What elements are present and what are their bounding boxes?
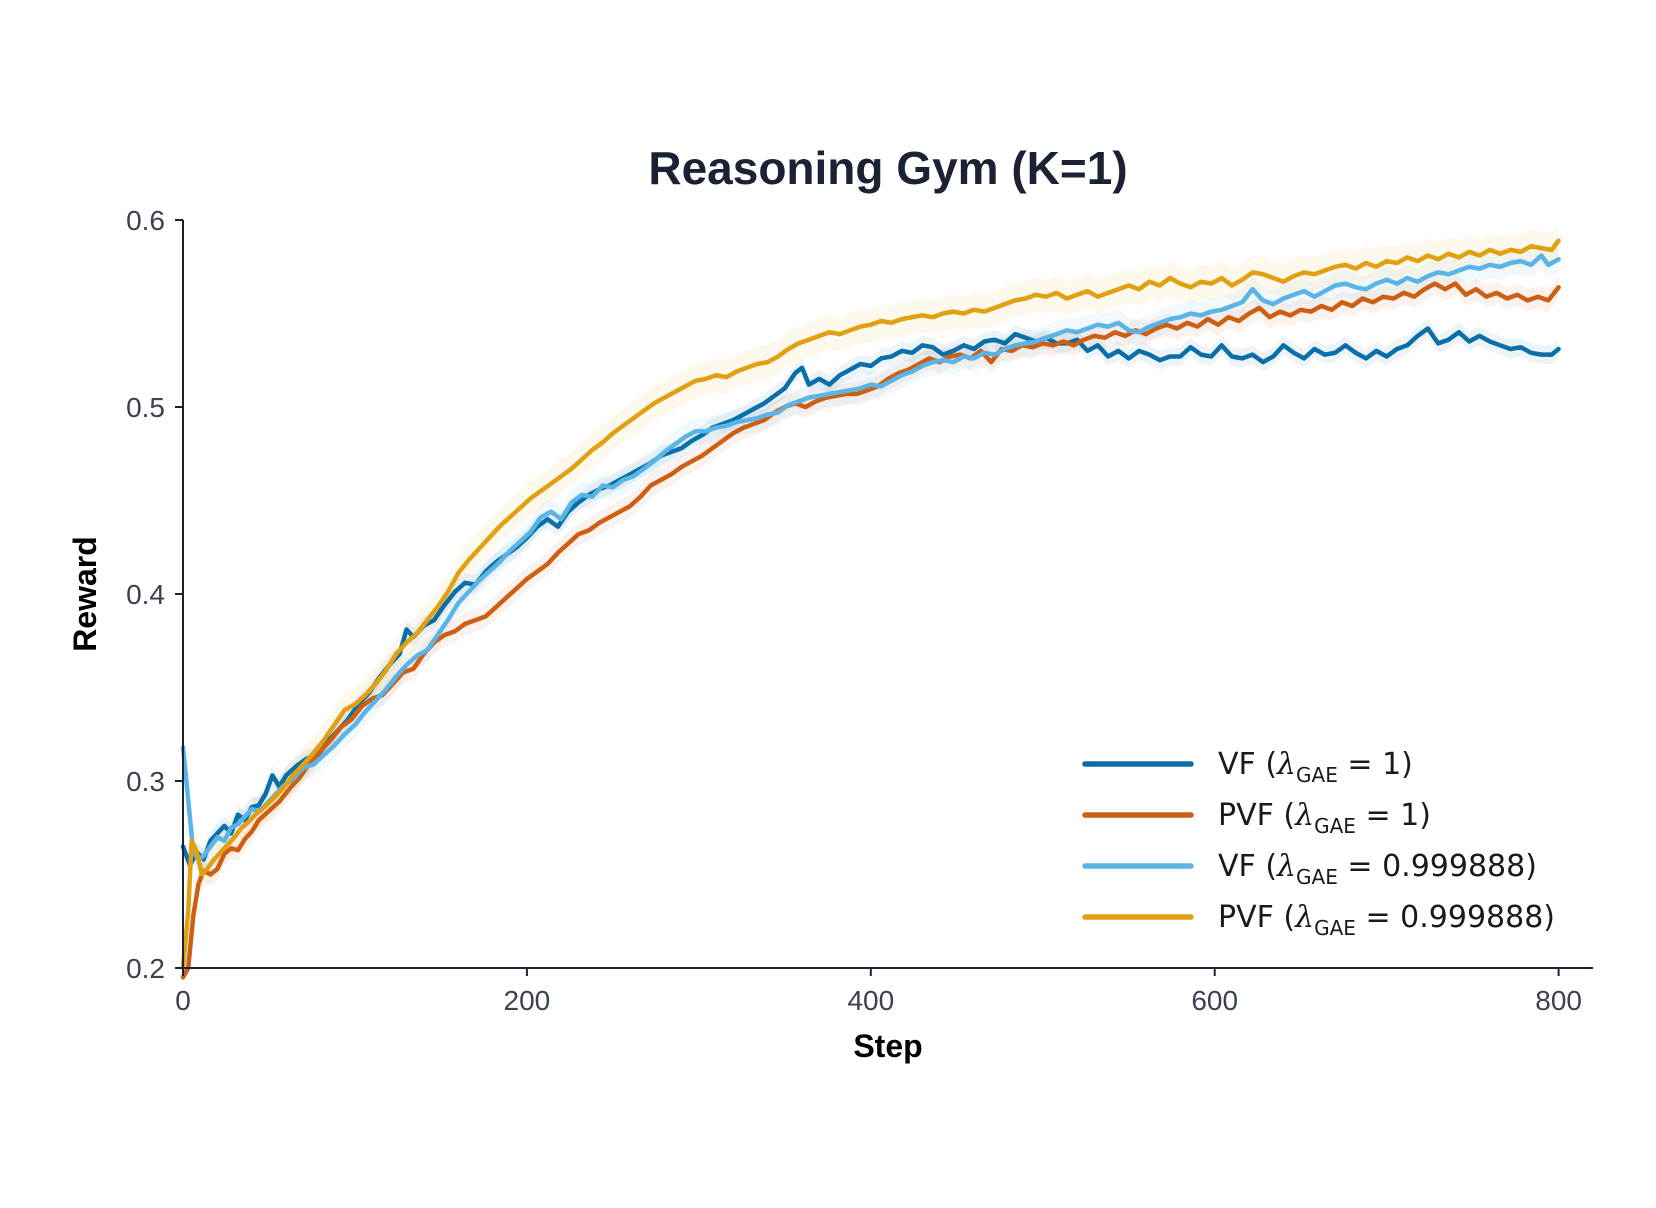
x-tick-label: 600 — [1191, 985, 1238, 1016]
series-line-3 — [180, 253, 1561, 862]
series-line-2 — [180, 281, 1561, 980]
series-line-4 — [180, 238, 1561, 971]
series-band-1 — [183, 319, 1559, 875]
x-axis-label: Step — [853, 1028, 922, 1064]
y-axis-label: Reward — [67, 536, 103, 652]
legend-label-2: PVF (λGAE = 1) — [1218, 798, 1431, 838]
x-tick-label: 0 — [175, 985, 191, 1016]
y-axis-ticks: 0.2 0.3 0.4 0.5 0.6 — [126, 205, 183, 984]
series-line-1 — [180, 326, 1561, 868]
legend-label-4: PVF (λGAE = 0.999888) — [1218, 900, 1555, 940]
legend-label-1: VF (λGAE = 1) — [1218, 747, 1413, 787]
confidence-bands — [183, 223, 1559, 968]
legend-label-3: VF (λGAE = 0.999888) — [1218, 849, 1537, 889]
y-tick-label: 0.2 — [126, 953, 165, 984]
series-lines — [180, 238, 1561, 980]
x-tick-label: 800 — [1535, 985, 1582, 1016]
y-tick-label: 0.5 — [126, 392, 165, 423]
x-axis-ticks: 0 200 400 600 800 — [175, 968, 1582, 1016]
y-tick-label: 0.3 — [126, 766, 165, 797]
legend: VF (λGAE = 1) PVF (λGAE = 1) VF (λGAE = 0.… — [1082, 747, 1555, 940]
x-tick-label: 200 — [504, 985, 551, 1016]
series-band-2 — [183, 272, 1559, 968]
x-tick-label: 400 — [847, 985, 894, 1016]
chart-title: Reasoning Gym (K=1) — [648, 142, 1127, 194]
y-tick-label: 0.6 — [126, 205, 165, 236]
y-tick-label: 0.4 — [126, 579, 165, 610]
